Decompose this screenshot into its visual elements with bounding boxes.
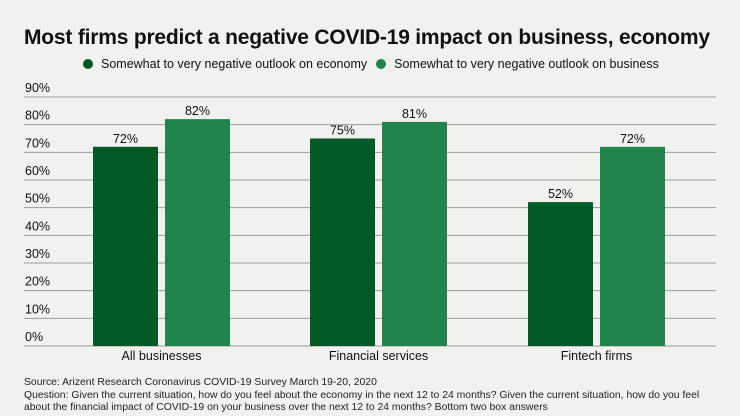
legend-label-business: Somewhat to very negative outlook on bus… (394, 57, 659, 71)
bar (382, 121, 447, 347)
bar (528, 202, 593, 346)
y-tick-label: 80% (25, 109, 50, 123)
x-tick-label: Fintech firms (561, 349, 633, 363)
data-label: 72% (620, 132, 645, 146)
y-tick-label: 70% (25, 136, 50, 150)
data-label: 72% (113, 132, 138, 146)
y-tick-label: 40% (25, 219, 50, 233)
y-axis: 0% 10% 20% 30% 40% 50% 60% 70% 80% 90% (25, 81, 50, 344)
legend-swatch-economy (83, 59, 93, 69)
y-tick-label: 30% (25, 247, 50, 261)
x-tick-label: Financial services (329, 349, 428, 363)
source-note: Source: Arizent Research Coronavirus COV… (24, 377, 377, 388)
legend-item-business: Somewhat to very negative outlook on bus… (376, 57, 659, 71)
bar (600, 146, 665, 346)
y-tick-label: 50% (25, 192, 50, 206)
chart-footer: Source: Arizent Research Coronavirus COV… (24, 377, 724, 415)
legend-label-economy: Somewhat to very negative outlook on eco… (101, 57, 368, 71)
y-tick-label: 20% (25, 275, 50, 289)
data-label: 82% (185, 104, 210, 118)
bars: 72% 82% 75% 81% 52% 72% (93, 104, 665, 347)
bar (310, 138, 375, 346)
data-label: 52% (548, 187, 573, 201)
y-tick-label: 90% (25, 81, 50, 95)
bar (93, 146, 158, 346)
data-label: 75% (330, 124, 355, 138)
x-axis: All businesses Financial services Fintech … (122, 349, 633, 363)
y-tick-label: 60% (25, 164, 50, 178)
data-label: 81% (402, 107, 427, 121)
bar (165, 119, 230, 346)
chart-title: Most firms predict a negative COVID-19 i… (24, 26, 710, 49)
legend: Somewhat to very negative outlook on eco… (83, 57, 668, 71)
y-tick-label: 0% (25, 330, 43, 344)
legend-item-economy: Somewhat to very negative outlook on eco… (83, 57, 367, 71)
question-note: Question: Given the current situation, h… (24, 389, 700, 414)
y-tick-label: 10% (25, 302, 50, 316)
legend-swatch-business (376, 59, 387, 69)
x-tick-label: All businesses (122, 349, 202, 363)
